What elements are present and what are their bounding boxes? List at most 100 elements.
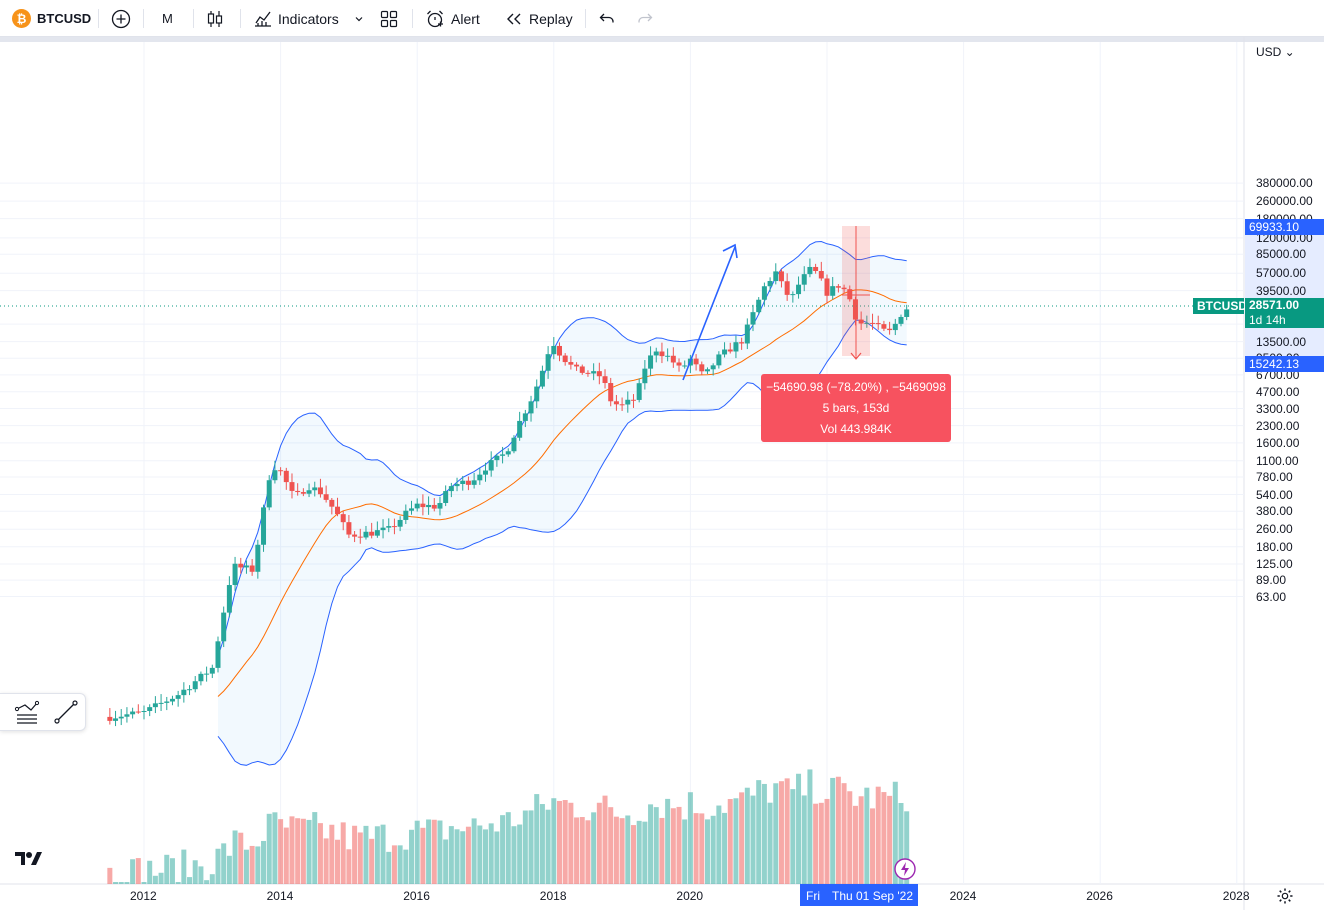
alarm-clock-icon — [427, 10, 443, 27]
candle-body — [249, 565, 255, 572]
volume-bar — [505, 812, 511, 884]
volume-bar — [118, 882, 124, 884]
candle-body — [255, 544, 261, 572]
last-price: 28571.00 — [1249, 298, 1300, 312]
redo-button[interactable] — [636, 0, 654, 37]
candle-body — [739, 342, 745, 344]
candle-body — [505, 451, 511, 455]
volume-bar — [887, 795, 893, 884]
volume-bar — [602, 795, 608, 884]
volume-bar — [312, 812, 318, 884]
candle-body — [443, 491, 449, 504]
price-tick-label: 89.00 — [1256, 573, 1287, 588]
price-tick-label: 1600.00 — [1256, 435, 1300, 450]
volume-bar — [710, 815, 716, 884]
price-tick-label: 39500.00 — [1256, 283, 1307, 298]
measure-volume: Vol 443.984K — [820, 422, 892, 436]
candle-body — [722, 349, 728, 355]
candle-body — [847, 289, 853, 300]
volume-bar — [807, 769, 813, 884]
candle-body — [642, 368, 648, 384]
candle-body — [767, 280, 773, 287]
volume-bar — [522, 810, 528, 884]
toolbar-divider — [240, 9, 241, 28]
chart-area[interactable] — [0, 37, 1324, 910]
candle-body — [465, 480, 471, 485]
volume-bar — [892, 781, 898, 884]
candle-body — [892, 323, 898, 331]
volume-bar — [847, 791, 853, 884]
volume-bar — [107, 867, 113, 884]
volume-bar — [545, 809, 551, 884]
candle-body — [653, 351, 659, 356]
floating-drawing-toolbar — [0, 693, 86, 731]
time-tick-label: 2028 — [1222, 889, 1250, 903]
candle-body — [335, 506, 341, 515]
volume-bar — [488, 823, 494, 884]
compare-button[interactable] — [111, 0, 131, 37]
volume-bar — [471, 818, 477, 884]
indicators-dropdown-button[interactable] — [354, 0, 364, 37]
volume-bar — [813, 803, 819, 884]
time-tick-label: 2014 — [266, 889, 294, 903]
volume-bar — [158, 872, 164, 884]
candle-body — [613, 401, 619, 405]
volume-bar — [187, 877, 193, 884]
alert-button[interactable]: Alert — [425, 0, 480, 37]
candle-body — [790, 294, 796, 296]
volume-bar — [226, 855, 232, 884]
replay-button[interactable]: Replay — [505, 0, 573, 37]
price-chart[interactable] — [0, 37, 1324, 910]
volume-bar — [659, 817, 665, 884]
toolbar-divider — [98, 9, 99, 28]
volume-bar — [830, 777, 836, 884]
candle-body — [147, 707, 153, 712]
indicators-button[interactable]: Indicators — [253, 0, 339, 37]
volume-bar — [363, 825, 369, 884]
tradingview-logo-icon[interactable] — [14, 849, 46, 869]
band-fill — [218, 241, 907, 766]
volume-bar — [300, 818, 306, 884]
volume-bar — [852, 805, 858, 884]
candle-body — [500, 454, 506, 456]
volume-bar — [585, 820, 591, 884]
volume-bar — [238, 832, 244, 884]
symbol-search[interactable]: ₿ BTCUSD — [12, 0, 91, 37]
templates-button[interactable] — [380, 0, 398, 37]
volume-bar — [613, 816, 619, 884]
line-tool-icon[interactable] — [53, 699, 79, 725]
price-tick-label: 1100.00 — [1256, 453, 1299, 468]
interval-button[interactable]: M — [162, 11, 173, 26]
volume-bar — [699, 813, 705, 884]
volume-bar — [801, 795, 807, 884]
measure-bars: 5 bars, 153d — [822, 401, 890, 415]
candle-body — [391, 526, 397, 528]
volume-bar — [591, 812, 597, 884]
candle-body — [534, 386, 540, 402]
volume-bar — [539, 804, 545, 884]
volume-bar — [716, 805, 722, 884]
volume-bar — [426, 819, 432, 884]
candle-body — [323, 494, 329, 500]
volume-bars — [107, 769, 910, 884]
symbol-price-tag: BTCUSD — [1193, 298, 1247, 314]
lightning-icon[interactable] — [893, 857, 917, 881]
drawing-overlay — [0, 226, 1324, 381]
undo-button[interactable] — [598, 0, 616, 37]
volume-bar — [824, 798, 830, 884]
candle-body — [192, 681, 198, 690]
candle-body — [818, 271, 824, 279]
volume-bar — [454, 829, 460, 884]
price-tick-label: 57000.00 — [1256, 266, 1307, 281]
currency-button[interactable]: USD ⌄ — [1256, 45, 1295, 59]
candle-body — [574, 364, 580, 367]
volume-bar — [727, 799, 733, 884]
candle-body — [727, 349, 733, 352]
chart-type-button[interactable] — [206, 0, 224, 37]
trend-tools-icon[interactable] — [14, 699, 40, 725]
settings-gear-icon[interactable] — [1276, 887, 1294, 905]
volume-bar — [243, 849, 249, 884]
indicators-icon — [255, 11, 271, 27]
candle-body — [630, 399, 636, 401]
volume-bar — [414, 820, 420, 884]
